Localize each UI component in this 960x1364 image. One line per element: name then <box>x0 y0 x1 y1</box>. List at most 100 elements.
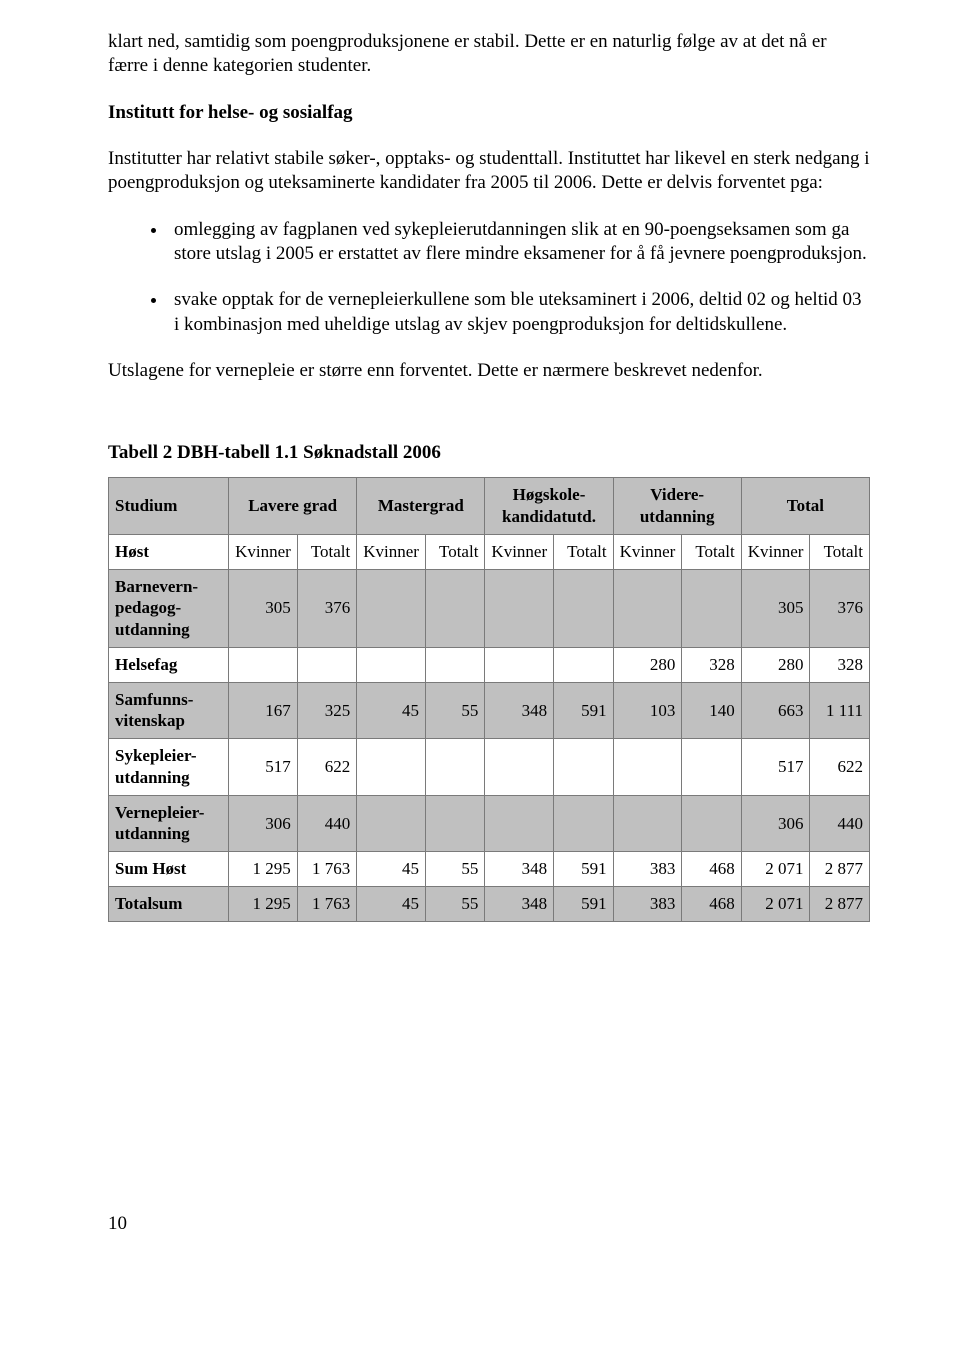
cell: 2 071 <box>741 852 810 887</box>
cell: 55 <box>425 682 484 739</box>
table-group-header-row: Studium Lavere grad Mastergrad Høgskole-… <box>109 478 870 535</box>
subcol-totalt: Totalt <box>682 534 741 569</box>
cell: 440 <box>810 795 870 852</box>
cell: 1 763 <box>297 852 356 887</box>
cell: 591 <box>554 886 613 921</box>
col-hogskole: Høgskole-kandidatutd. <box>485 478 613 535</box>
cell <box>425 569 484 647</box>
cell: 517 <box>741 739 810 796</box>
cell: 1 295 <box>229 852 298 887</box>
table-row: Samfunns-vitenskap1673254555348591103140… <box>109 682 870 739</box>
bullet-list: omlegging av fagplanen ved sykepleierutd… <box>108 218 870 337</box>
intro-paragraph: klart ned, samtidig som poengproduksjone… <box>108 30 870 79</box>
table-row: Barnevern-pedagog-utdanning305376305376 <box>109 569 870 647</box>
subcol-host: Høst <box>109 534 229 569</box>
cell: 140 <box>682 682 741 739</box>
col-mastergrad: Mastergrad <box>357 478 485 535</box>
cell <box>554 647 613 682</box>
cell <box>357 739 426 796</box>
cell: 376 <box>297 569 356 647</box>
col-videreutdanning: Videre-utdanning <box>613 478 741 535</box>
table-sub-header-row: Høst Kvinner Totalt Kvinner Totalt Kvinn… <box>109 534 870 569</box>
cell: 306 <box>229 795 298 852</box>
table-row: Sykepleier-utdanning517622517622 <box>109 739 870 796</box>
cell <box>485 569 554 647</box>
cell: 591 <box>554 682 613 739</box>
cell: 1 111 <box>810 682 870 739</box>
cell <box>682 739 741 796</box>
bullet-item: svake opptak for de vernepleierkullene s… <box>168 288 870 337</box>
cell <box>682 795 741 852</box>
cell: 440 <box>297 795 356 852</box>
cell: 328 <box>810 647 870 682</box>
cell: 280 <box>741 647 810 682</box>
cell: 622 <box>810 739 870 796</box>
cell <box>613 569 682 647</box>
row-label: Vernepleier-utdanning <box>109 795 229 852</box>
cell: 45 <box>357 886 426 921</box>
row-label: Sykepleier-utdanning <box>109 739 229 796</box>
cell: 383 <box>613 852 682 887</box>
cell <box>297 647 356 682</box>
page-number: 10 <box>108 1212 870 1236</box>
applicants-table: Studium Lavere grad Mastergrad Høgskole-… <box>108 477 870 921</box>
cell: 55 <box>425 852 484 887</box>
cell: 167 <box>229 682 298 739</box>
row-label: Barnevern-pedagog-utdanning <box>109 569 229 647</box>
table-title: Tabell 2 DBH-tabell 1.1 Søknadstall 2006 <box>108 441 870 465</box>
cell: 2 877 <box>810 886 870 921</box>
cell: 280 <box>613 647 682 682</box>
cell <box>357 795 426 852</box>
table-row: Totalsum1 2951 76345553485913834682 0712… <box>109 886 870 921</box>
cell: 517 <box>229 739 298 796</box>
subcol-totalt: Totalt <box>297 534 356 569</box>
cell: 2 877 <box>810 852 870 887</box>
cell: 2 071 <box>741 886 810 921</box>
cell: 622 <box>297 739 356 796</box>
cell: 328 <box>682 647 741 682</box>
cell: 1 763 <box>297 886 356 921</box>
cell: 45 <box>357 852 426 887</box>
cell <box>485 647 554 682</box>
cell: 305 <box>229 569 298 647</box>
col-total: Total <box>741 478 869 535</box>
subcol-kvinner: Kvinner <box>741 534 810 569</box>
cell: 468 <box>682 886 741 921</box>
cell <box>613 739 682 796</box>
col-studium: Studium <box>109 478 229 535</box>
cell: 45 <box>357 682 426 739</box>
cell <box>425 795 484 852</box>
row-label: Helsefag <box>109 647 229 682</box>
cell: 55 <box>425 886 484 921</box>
table-body: Barnevern-pedagog-utdanning305376305376H… <box>109 569 870 921</box>
row-label: Sum Høst <box>109 852 229 887</box>
table-row: Sum Høst1 2951 76345553485913834682 0712… <box>109 852 870 887</box>
subcol-totalt: Totalt <box>554 534 613 569</box>
cell <box>229 647 298 682</box>
subcol-kvinner: Kvinner <box>229 534 298 569</box>
cell: 306 <box>741 795 810 852</box>
cell: 663 <box>741 682 810 739</box>
cell <box>485 739 554 796</box>
table-row: Helsefag280328280328 <box>109 647 870 682</box>
cell <box>357 647 426 682</box>
section-heading: Institutt for helse- og sosialfag <box>108 101 870 125</box>
cell <box>554 569 613 647</box>
subcol-totalt: Totalt <box>425 534 484 569</box>
cell <box>425 647 484 682</box>
col-lavere-grad: Lavere grad <box>229 478 357 535</box>
row-label: Samfunns-vitenskap <box>109 682 229 739</box>
subcol-kvinner: Kvinner <box>613 534 682 569</box>
cell: 1 295 <box>229 886 298 921</box>
cell: 348 <box>485 682 554 739</box>
subcol-kvinner: Kvinner <box>485 534 554 569</box>
cell: 468 <box>682 852 741 887</box>
body-paragraph-1: Institutter har relativt stabile søker-,… <box>108 147 870 196</box>
subcol-totalt: Totalt <box>810 534 870 569</box>
bullet-item: omlegging av fagplanen ved sykepleierutd… <box>168 218 870 267</box>
row-label: Totalsum <box>109 886 229 921</box>
cell: 376 <box>810 569 870 647</box>
cell: 103 <box>613 682 682 739</box>
cell: 348 <box>485 886 554 921</box>
table-row: Vernepleier-utdanning306440306440 <box>109 795 870 852</box>
